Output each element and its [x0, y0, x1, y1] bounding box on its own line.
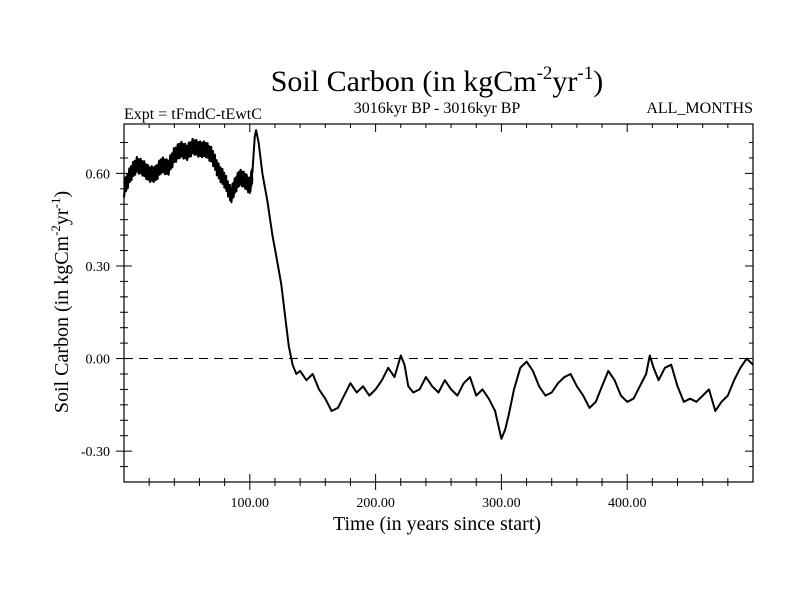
x-tick-label: 200.00	[356, 496, 395, 511]
y-tick-label: 0.00	[86, 353, 111, 368]
series-line	[251, 129, 754, 440]
y-axis-label: Soil Carbon (in kgCm-2yr-1)	[48, 191, 73, 413]
plot-area: 0.60 0.30 0.00 -0.30 100.00 200.00 300.00 400.0…	[81, 124, 754, 511]
plot-frame	[123, 123, 754, 483]
experiment-label: Expt = tFmdC-tEwtC	[124, 106, 262, 123]
x-axis-label: Time (in years since start)	[333, 513, 541, 535]
series-line-noisy	[122, 137, 254, 204]
y-tick-label: 0.30	[86, 260, 111, 275]
x-tick-label: 300.00	[482, 496, 521, 511]
time-range-label: 3016kyr BP - 3016kyr BP	[354, 100, 521, 117]
chart-title: Soil Carbon (in kgCm-2yr-1)	[271, 63, 604, 98]
y-tick-label: 0.60	[86, 167, 111, 182]
months-label: ALL_MONTHS	[646, 100, 753, 117]
x-tick-label: 400.00	[608, 496, 647, 511]
x-tick-label: 100.00	[231, 496, 270, 511]
y-tick-label: -0.30	[81, 445, 110, 460]
